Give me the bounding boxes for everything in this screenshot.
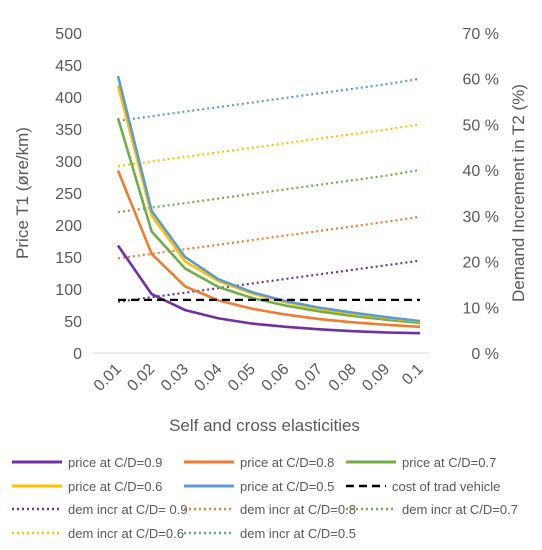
legend-swatch (12, 529, 62, 537)
series-line (117, 169, 421, 214)
legend-label: price at C/D=0.8 (240, 454, 335, 470)
y-left-tick-label: 150 (55, 250, 82, 267)
x-tick-label: 0.07 (292, 361, 326, 395)
legend-label: price at C/D=0.7 (402, 454, 497, 470)
x-tick-label: 0.08 (326, 361, 360, 395)
legend-swatch (184, 505, 234, 513)
x-tick-label: 0.05 (225, 361, 259, 395)
legend-swatch (12, 505, 62, 513)
y-left-tick-label: 50 (64, 314, 82, 331)
y-right-tick-label: 30 % (463, 209, 499, 226)
series-line (116, 170, 421, 329)
legend-item: dem incr at C/D= 0.9 (12, 499, 188, 519)
legend-label: dem incr at C/D=0.8 (240, 501, 356, 517)
legend-label: dem incr at C/D= 0.9 (68, 501, 188, 517)
x-tick-label: 0.02 (124, 361, 158, 395)
y-axis-right-title: Demand Increment in T2 (%) (509, 84, 528, 302)
right-axis-ticks: 0 % 10 % 20 % 30 % 40 % 50 % 60 % 70 % (463, 26, 499, 363)
legend-label: dem incr at C/D=0.6 (68, 525, 184, 541)
legend-swatch (184, 458, 234, 466)
legend-swatch (346, 505, 396, 513)
y-left-tick-label: 0 (73, 346, 82, 363)
legend-swatch (346, 458, 396, 466)
y-right-tick-label: 40 % (463, 163, 499, 180)
x-axis-title: Self and cross elasticities (169, 416, 360, 435)
legend-label: price at C/D=0.5 (240, 478, 335, 494)
legend-label: dem incr at C/D=0.7 (402, 501, 518, 517)
legend-label: price at C/D=0.6 (68, 478, 163, 494)
x-tick-label: 0.09 (359, 361, 393, 395)
left-axis-ticks: 0 50 100 150 200 250 300 350 400 450 500 (55, 26, 82, 363)
series-line (117, 215, 421, 260)
y-left-tick-label: 350 (55, 122, 82, 139)
legend-swatch (12, 482, 62, 490)
legend-item: cost of trad vehicle (346, 476, 500, 496)
series-line (117, 123, 421, 168)
series-line (117, 77, 421, 122)
legend-item: dem incr at C/D=0.5 (184, 523, 356, 543)
legend-label: cost of trad vehicle (392, 478, 501, 494)
series-line (116, 244, 421, 335)
x-tick-label: 0.1 (399, 361, 427, 389)
legend-label: price at C/D=0.9 (68, 454, 163, 470)
legend-item: dem incr at C/D=0.8 (184, 499, 356, 519)
legend-item: price at C/D=0.5 (184, 476, 334, 496)
legend-swatch (184, 529, 234, 537)
x-tick-label: 0.01 (91, 361, 125, 395)
x-tick-label: 0.04 (191, 361, 225, 395)
legend-item: dem incr at C/D=0.7 (346, 499, 518, 519)
y-left-tick-label: 500 (55, 26, 82, 43)
legend-swatch (346, 482, 386, 490)
y-right-tick-label: 60 % (463, 72, 499, 89)
y-right-tick-label: 0 % (471, 346, 499, 363)
legend-swatch (184, 482, 234, 490)
x-tick-label: 0.03 (158, 361, 192, 395)
legend-label: dem incr at C/D=0.5 (240, 525, 356, 541)
y-right-tick-label: 70 % (463, 26, 499, 43)
y-left-tick-label: 450 (55, 58, 82, 75)
legend-item: price at C/D=0.9 (12, 452, 162, 472)
series-line (117, 259, 421, 303)
y-right-tick-label: 50 % (463, 117, 499, 134)
series-line (116, 117, 421, 325)
y-left-tick-label: 400 (55, 90, 82, 107)
y-left-tick-label: 200 (55, 218, 82, 235)
y-axis-left-title: Price T1 (øre/km) (13, 127, 32, 259)
x-axis-ticks: 0.01 0.02 0.03 0.04 0.05 0.06 0.07 0.08 0.09 0.1 (91, 361, 427, 395)
legend-item: dem incr at C/D=0.6 (12, 523, 184, 543)
x-tick-label: 0.06 (259, 361, 293, 395)
legend-item: price at C/D=0.8 (184, 452, 334, 472)
legend-item: price at C/D=0.6 (12, 476, 162, 496)
y-right-tick-label: 20 % (463, 255, 499, 272)
series-lines (116, 75, 421, 335)
y-left-tick-label: 250 (55, 186, 82, 203)
y-left-tick-label: 100 (55, 282, 82, 299)
legend-item: price at C/D=0.7 (346, 452, 496, 472)
y-left-tick-label: 300 (55, 154, 82, 171)
legend-swatch (12, 458, 62, 466)
y-right-tick-label: 10 % (463, 300, 499, 317)
series-line (116, 85, 421, 323)
series-line (116, 75, 421, 323)
